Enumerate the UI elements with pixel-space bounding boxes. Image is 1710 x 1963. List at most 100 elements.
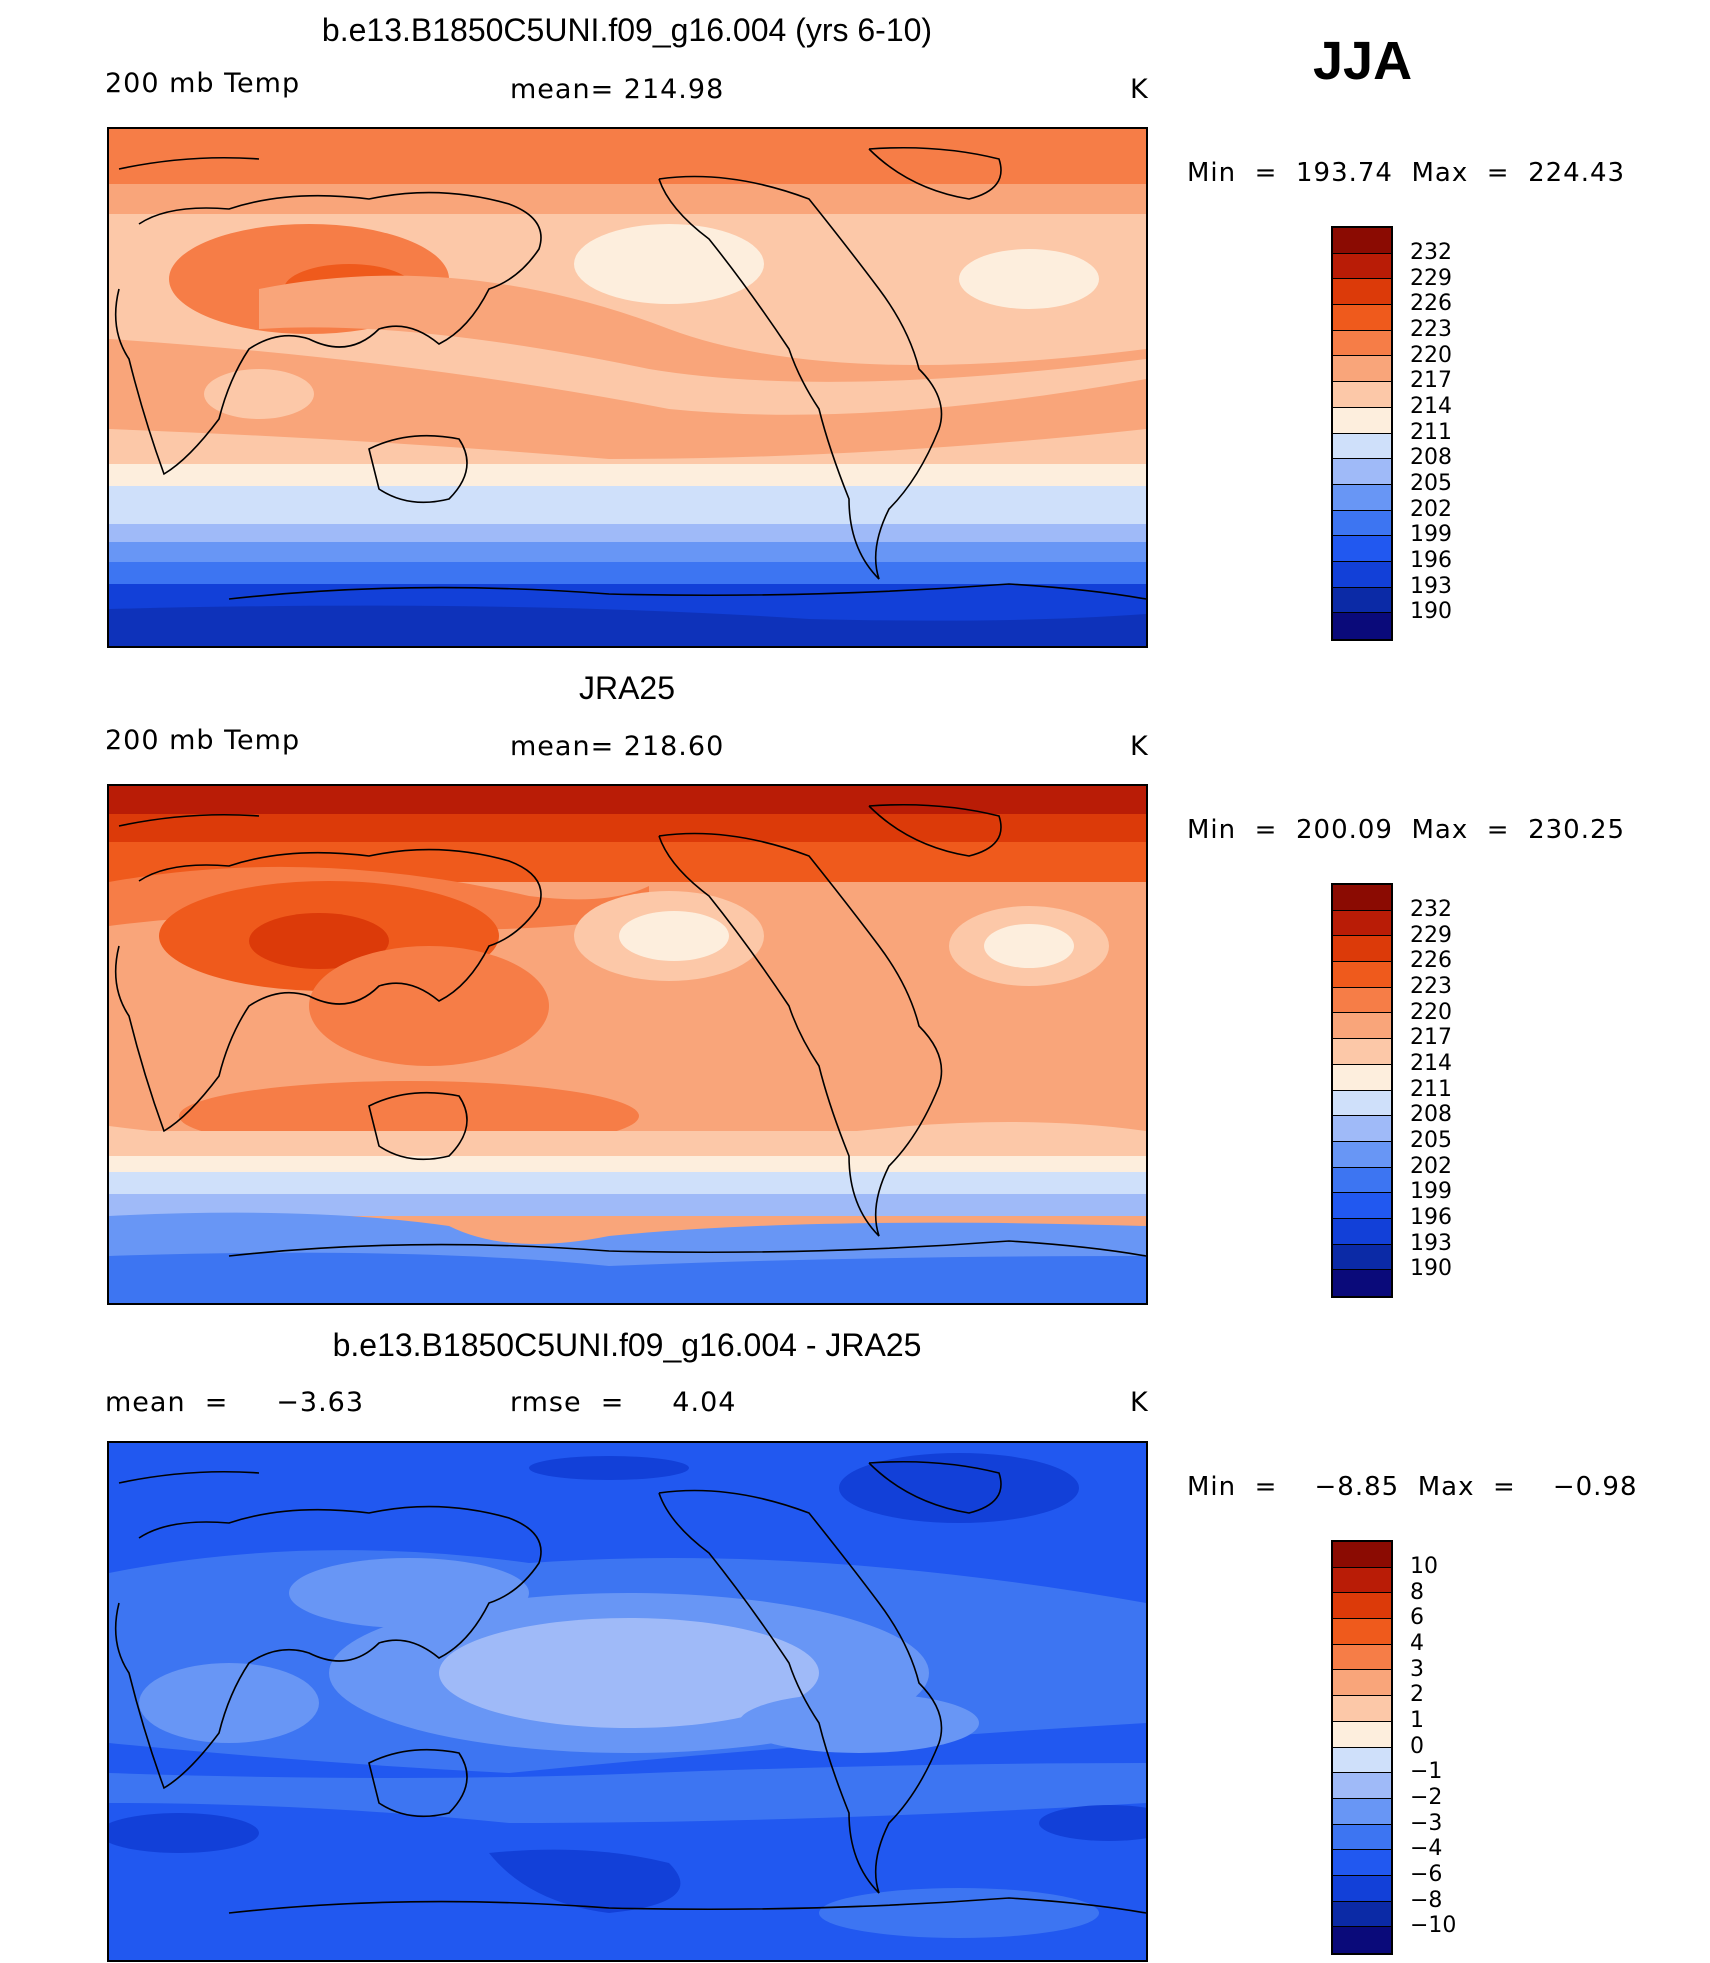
colorbar-swatch bbox=[1333, 228, 1391, 254]
colorbar-swatch bbox=[1333, 1644, 1391, 1671]
colorbar-swatch bbox=[1333, 885, 1391, 911]
colorbar-swatch bbox=[1333, 1850, 1391, 1876]
colorbar-swatch bbox=[1333, 613, 1391, 639]
colorbar-swatch bbox=[1333, 1721, 1391, 1748]
colorbar-tick-label: 214 bbox=[1410, 394, 1452, 419]
colorbar-tick-label: 199 bbox=[1410, 1179, 1452, 1204]
colorbar-tick-label: 196 bbox=[1410, 1205, 1452, 1230]
colorbar-swatch bbox=[1333, 407, 1391, 434]
colorbar-swatch bbox=[1333, 561, 1391, 588]
panel3-mean: mean = −3.63 bbox=[105, 1387, 365, 1418]
colorbar-tick-label: 208 bbox=[1410, 445, 1452, 470]
panel3-rmse: rmse = 4.04 bbox=[510, 1387, 737, 1418]
colorbar-swatch bbox=[1333, 1167, 1391, 1194]
colorbar-swatch bbox=[1333, 484, 1391, 511]
colorbar-swatch bbox=[1333, 1619, 1391, 1645]
colorbar-tick-label: 193 bbox=[1410, 574, 1452, 599]
colorbar-tick-label: 0 bbox=[1410, 1734, 1424, 1759]
colorbar-swatch bbox=[1333, 962, 1391, 988]
panel1-colorbar bbox=[1331, 226, 1393, 641]
panel1-variable-label: 200 mb Temp bbox=[105, 68, 301, 99]
season-label: JJA bbox=[1313, 31, 1413, 91]
colorbar-tick-label: 2 bbox=[1410, 1682, 1424, 1707]
colorbar-swatch bbox=[1333, 1696, 1391, 1722]
colorbar-swatch bbox=[1333, 1270, 1391, 1296]
panel2-colorbar bbox=[1331, 883, 1393, 1298]
colorbar-tick-label: −1 bbox=[1410, 1759, 1443, 1784]
colorbar-tick-label: 202 bbox=[1410, 497, 1452, 522]
colorbar-swatch bbox=[1333, 1798, 1391, 1825]
colorbar-swatch bbox=[1333, 1901, 1391, 1928]
colorbar-tick-label: 190 bbox=[1410, 1256, 1452, 1281]
panel3-minmax: Min = −8.85 Max = −0.98 bbox=[1187, 1472, 1638, 1502]
colorbar-tick-label: 232 bbox=[1410, 897, 1452, 922]
colorbar-swatch bbox=[1333, 356, 1391, 383]
colorbar-swatch bbox=[1333, 1244, 1391, 1271]
colorbar-swatch bbox=[1333, 536, 1391, 562]
colorbar-swatch bbox=[1333, 1218, 1391, 1245]
colorbar-tick-label: 1 bbox=[1410, 1708, 1424, 1733]
colorbar-tick-label: 3 bbox=[1410, 1657, 1424, 1682]
colorbar-tick-label: 202 bbox=[1410, 1154, 1452, 1179]
colorbar-swatch bbox=[1333, 1670, 1391, 1697]
colorbar-tick-label: 211 bbox=[1410, 420, 1452, 445]
panel3-map bbox=[107, 1441, 1148, 1962]
colorbar-swatch bbox=[1333, 1013, 1391, 1040]
colorbar-swatch bbox=[1333, 910, 1391, 937]
panel2-mean: mean= 218.60 bbox=[510, 731, 725, 762]
panel3-colorbar bbox=[1331, 1540, 1393, 1955]
colorbar-tick-label: 229 bbox=[1410, 266, 1452, 291]
colorbar-swatch bbox=[1333, 1567, 1391, 1594]
colorbar-tick-label: −3 bbox=[1410, 1811, 1443, 1836]
panel3-map-field bbox=[109, 1443, 1146, 1960]
panel1-map-field bbox=[109, 129, 1146, 646]
colorbar-tick-label: 10 bbox=[1410, 1554, 1438, 1579]
panel2-map-field bbox=[109, 786, 1146, 1303]
colorbar-tick-label: 205 bbox=[1410, 471, 1452, 496]
colorbar-tick-label: 193 bbox=[1410, 1231, 1452, 1256]
colorbar-tick-label: 6 bbox=[1410, 1605, 1424, 1630]
colorbar-swatch bbox=[1333, 587, 1391, 614]
colorbar-tick-label: 8 bbox=[1410, 1580, 1424, 1605]
panel1-mean: mean= 214.98 bbox=[510, 74, 725, 105]
colorbar-swatch bbox=[1333, 1116, 1391, 1142]
colorbar-swatch bbox=[1333, 1090, 1391, 1117]
colorbar-tick-label: 226 bbox=[1410, 291, 1452, 316]
panel1-map bbox=[107, 127, 1148, 648]
colorbar-tick-label: 4 bbox=[1410, 1631, 1424, 1656]
colorbar-swatch bbox=[1333, 510, 1391, 537]
colorbar-swatch bbox=[1333, 936, 1391, 963]
panel3-title: b.e13.B1850C5UNI.f09_g16.004 - JRA25 bbox=[332, 1327, 922, 1363]
colorbar-swatch bbox=[1333, 1927, 1391, 1953]
colorbar-swatch bbox=[1333, 1193, 1391, 1219]
colorbar-tick-label: −4 bbox=[1410, 1836, 1443, 1861]
colorbar-swatch bbox=[1333, 1747, 1391, 1774]
colorbar-swatch bbox=[1333, 1064, 1391, 1091]
colorbar-tick-label: 211 bbox=[1410, 1077, 1452, 1102]
colorbar-swatch bbox=[1333, 1824, 1391, 1851]
colorbar-tick-label: 226 bbox=[1410, 948, 1452, 973]
colorbar-swatch bbox=[1333, 382, 1391, 408]
colorbar-tick-label: 214 bbox=[1410, 1051, 1452, 1076]
colorbar-swatch bbox=[1333, 253, 1391, 280]
colorbar-tick-label: 190 bbox=[1410, 599, 1452, 624]
panel2-units: K bbox=[1130, 731, 1149, 762]
colorbar-swatch bbox=[1333, 305, 1391, 331]
panel2-title: JRA25 bbox=[578, 670, 676, 706]
colorbar-swatch bbox=[1333, 330, 1391, 357]
colorbar-swatch bbox=[1333, 1773, 1391, 1799]
colorbar-tick-label: 196 bbox=[1410, 548, 1452, 573]
colorbar-tick-label: −8 bbox=[1410, 1888, 1443, 1913]
colorbar-tick-label: −10 bbox=[1410, 1913, 1457, 1938]
colorbar-swatch bbox=[1333, 459, 1391, 485]
colorbar-tick-label: 220 bbox=[1410, 343, 1452, 368]
colorbar-tick-label: 229 bbox=[1410, 923, 1452, 948]
colorbar-swatch bbox=[1333, 1593, 1391, 1620]
colorbar-swatch bbox=[1333, 987, 1391, 1014]
colorbar-swatch bbox=[1333, 1141, 1391, 1168]
panel1-units: K bbox=[1130, 74, 1149, 105]
panel2-map bbox=[107, 784, 1148, 1305]
colorbar-swatch bbox=[1333, 279, 1391, 306]
colorbar-swatch bbox=[1333, 1875, 1391, 1902]
colorbar-tick-label: 223 bbox=[1410, 974, 1452, 999]
